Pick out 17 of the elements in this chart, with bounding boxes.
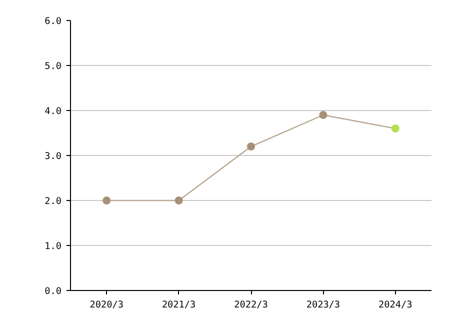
point xyxy=(102,196,111,204)
point xyxy=(391,124,400,132)
point xyxy=(174,196,183,204)
x-tick-label: 2021/3 xyxy=(162,300,196,310)
y-tick-label: 1.0 xyxy=(44,241,62,252)
x-tick-label: 2020/3 xyxy=(90,300,124,310)
y-tick-label: 6.0 xyxy=(44,16,62,27)
y-tick-label: 0.0 xyxy=(44,286,62,297)
x-tick-label: 2024/3 xyxy=(378,300,412,310)
y-tick-label: 2.0 xyxy=(44,196,62,207)
point xyxy=(319,111,328,119)
y-tick-label: 3.0 xyxy=(44,151,62,162)
point xyxy=(247,142,255,150)
y-tick-label: 4.0 xyxy=(44,106,62,117)
x-tick-label: 2022/3 xyxy=(234,300,268,310)
x-tick-label: 2023/3 xyxy=(306,300,340,310)
y-tick-label: 5.0 xyxy=(44,61,62,72)
